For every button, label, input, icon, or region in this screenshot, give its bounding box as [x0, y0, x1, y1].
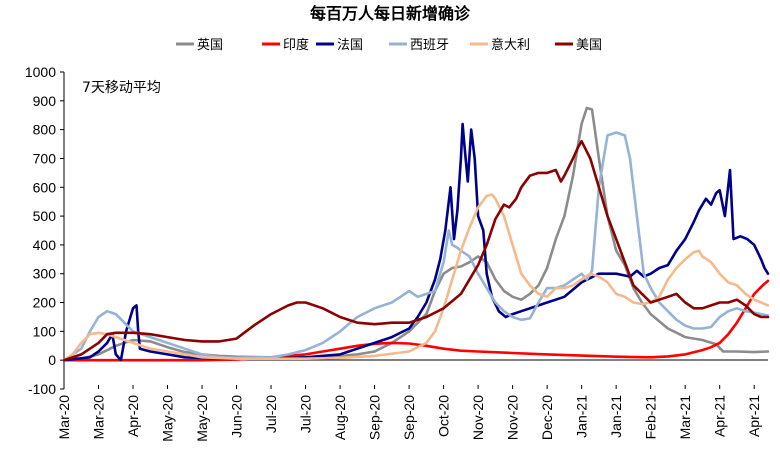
y-tick-label: 800 [33, 122, 57, 138]
chart-title: 每百万人每日新增确诊 [310, 4, 471, 23]
legend: 英国 印度 法国 西班牙 意大利 美国 [176, 37, 602, 53]
x-tick-label: Jul-20 [298, 395, 314, 433]
x-tick-label: Mar-21 [677, 395, 693, 440]
legend-label: 美国 [576, 38, 602, 53]
legend-label: 英国 [197, 38, 223, 53]
x-tick-label: Nov-20 [470, 395, 486, 440]
x-tick-label: Apr-21 [712, 395, 728, 437]
series-line-2 [62, 122, 770, 362]
moving-average-annotation: 7天移动平均 [82, 80, 161, 96]
legend-label: 西班牙 [410, 38, 449, 53]
x-tick-label: May-20 [160, 395, 176, 442]
x-tick-label: Jul-20 [263, 395, 279, 433]
x-tick-label: Apr-21 [746, 395, 762, 437]
y-tick-label: 500 [33, 208, 57, 224]
series-line-4 [62, 193, 770, 362]
y-tick-label: 1000 [25, 64, 56, 80]
y-tick-label: 200 [33, 295, 57, 311]
y-tick-label: 300 [33, 266, 57, 282]
legend-label: 印度 [283, 37, 309, 53]
y-tick-label: 700 [33, 150, 57, 166]
x-tick-label: Nov-20 [505, 395, 521, 440]
x-tick-label: Feb-21 [643, 395, 659, 440]
x-tick-label: Aug-20 [332, 395, 348, 440]
series-line-3 [62, 131, 770, 362]
y-tick-label: 900 [33, 93, 57, 109]
y-tick-label: 400 [33, 237, 57, 253]
y-tick-label: 600 [33, 179, 57, 195]
x-tick-label: Dec-20 [539, 395, 555, 440]
y-tick-label: 0 [48, 352, 56, 368]
series-line-1 [62, 279, 770, 362]
x-tick-label: Mar-20 [56, 395, 72, 440]
x-tick-label: May-20 [194, 395, 210, 442]
x-tick-label: Sep-20 [367, 395, 383, 440]
series-line-5 [62, 139, 770, 362]
x-tick-label: Oct-20 [436, 395, 452, 437]
series-line-0 [62, 106, 770, 362]
y-axis: -100 0 100 200 300 400 500 600 700 800 900 1000 [25, 64, 64, 397]
x-axis: Mar-20 Mar-20 Apr-20 May-20 May-20 Jun-20 Jul-… [56, 385, 762, 442]
x-tick-label: Jun-20 [229, 395, 245, 438]
y-tick-label: -100 [28, 381, 56, 397]
x-tick-label: Apr-20 [125, 395, 141, 437]
series-lines [62, 106, 770, 362]
y-tick-label: 100 [33, 323, 57, 339]
x-tick-label: Sep-20 [401, 395, 417, 440]
x-tick-label: Mar-20 [91, 395, 107, 440]
legend-label: 法国 [337, 38, 363, 53]
legend-label: 意大利 [491, 37, 530, 53]
x-tick-label: Jan-21 [608, 395, 624, 438]
x-tick-label: Jan-21 [574, 395, 590, 438]
